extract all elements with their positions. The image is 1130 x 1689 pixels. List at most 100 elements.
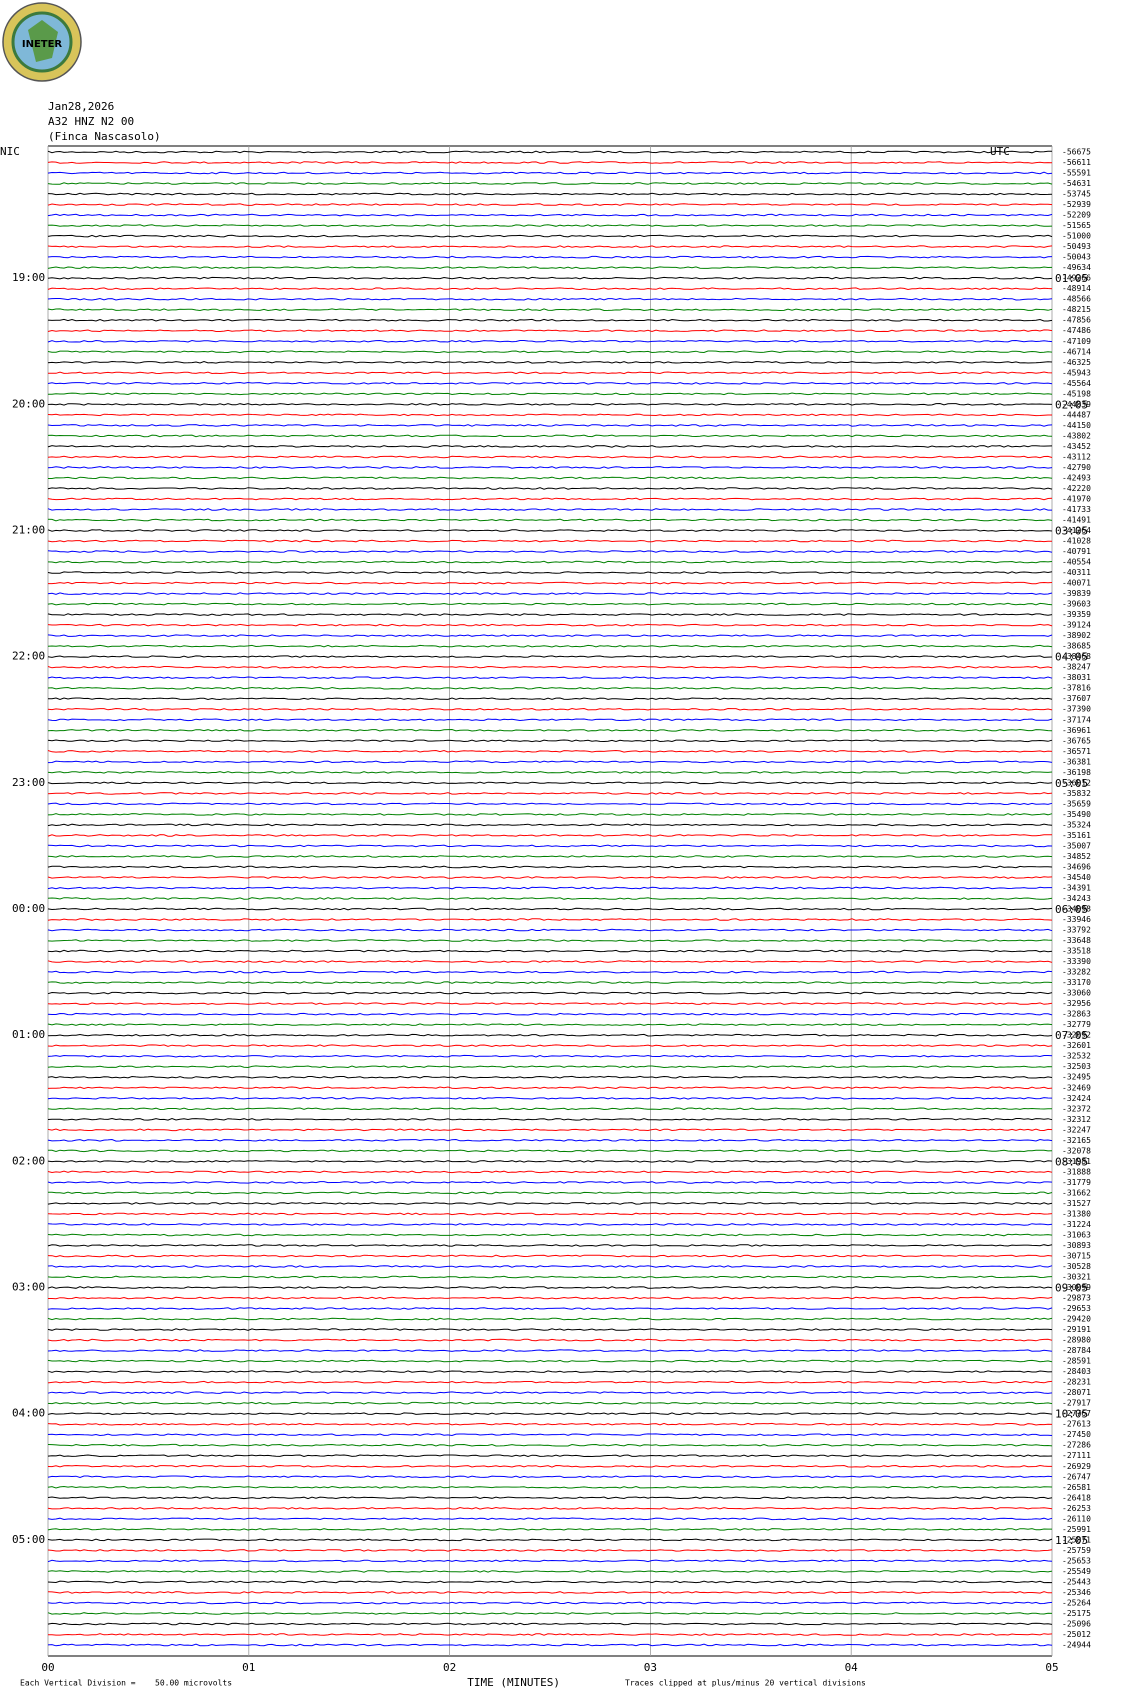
left-zone: NIC — [0, 145, 20, 158]
trace-value: -38031 — [1062, 673, 1091, 682]
trace-value: -33060 — [1062, 989, 1091, 998]
trace — [47, 1517, 1053, 1521]
trace-value: -27111 — [1062, 1451, 1091, 1460]
trace-value: -35832 — [1062, 789, 1091, 798]
trace-value: -49634 — [1062, 263, 1091, 272]
trace-value: -25759 — [1062, 1546, 1091, 1555]
right-hour: 09:05 — [1055, 1282, 1088, 1295]
trace-value: -34852 — [1062, 852, 1091, 861]
trace — [47, 1054, 1053, 1058]
trace-value: -26418 — [1062, 1493, 1091, 1502]
trace — [47, 876, 1053, 879]
trace — [47, 402, 1053, 406]
logo: INETER — [2, 2, 82, 82]
trace — [47, 381, 1053, 385]
right-hour: 06:05 — [1055, 903, 1088, 916]
scale-note: Each Vertical Division = — [20, 1679, 136, 1688]
trace — [47, 918, 1053, 921]
trace — [47, 234, 1053, 238]
right-hour: 11:05 — [1055, 1534, 1088, 1547]
trace — [47, 571, 1053, 574]
trace-value: -28980 — [1062, 1336, 1091, 1345]
trace — [47, 1559, 1053, 1563]
trace — [47, 245, 1053, 248]
trace-value: -30893 — [1062, 1241, 1091, 1250]
trace-value: -32532 — [1062, 1052, 1091, 1061]
trace-value: -34391 — [1062, 883, 1091, 892]
trace-value: -39603 — [1062, 600, 1091, 609]
trace — [47, 171, 1053, 175]
trace — [47, 792, 1053, 795]
trace — [48, 581, 1053, 585]
site: (Finca Nascasolo) — [48, 130, 161, 143]
trace — [47, 434, 1053, 438]
trace-value: -44839 — [1062, 400, 1091, 409]
trace-value: -36198 — [1062, 768, 1091, 777]
trace-value: -32503 — [1062, 1062, 1091, 1071]
trace-value: -29653 — [1062, 1304, 1091, 1313]
trace-value: -56611 — [1062, 158, 1091, 167]
trace-value: -35161 — [1062, 831, 1091, 840]
trace — [47, 1233, 1053, 1237]
trace-value: -27917 — [1062, 1399, 1091, 1408]
trace — [47, 686, 1053, 690]
trace — [47, 1433, 1053, 1437]
trace — [47, 308, 1053, 312]
x-tick-label: 02 — [443, 1661, 456, 1674]
trace-value: -32956 — [1062, 999, 1091, 1008]
trace-value: -25991 — [1062, 1525, 1091, 1534]
trace — [47, 1380, 1053, 1384]
trace — [47, 1275, 1053, 1279]
trace-value: -32692 — [1062, 1031, 1091, 1040]
trace — [47, 413, 1052, 417]
trace — [47, 865, 1053, 869]
trace-value: -55591 — [1062, 169, 1091, 178]
right-hour: 04:05 — [1055, 651, 1088, 664]
trace-value: -43452 — [1062, 442, 1091, 451]
trace-value: -44487 — [1062, 410, 1091, 419]
trace-value: -35324 — [1062, 820, 1091, 829]
trace — [47, 1223, 1053, 1226]
trace-value: -45943 — [1062, 368, 1091, 377]
trace-value: -26110 — [1062, 1514, 1091, 1523]
left-hour: 20:00 — [12, 397, 45, 410]
left-hour: 02:00 — [12, 1154, 45, 1167]
trace — [47, 739, 1053, 743]
trace — [47, 1422, 1053, 1426]
trace-value: -32165 — [1062, 1136, 1091, 1145]
trace-value: -35659 — [1062, 799, 1091, 808]
trace — [47, 203, 1053, 206]
trace-value: -40311 — [1062, 568, 1091, 577]
trace — [47, 1096, 1053, 1100]
trace-value: -36381 — [1062, 757, 1091, 766]
trace — [47, 255, 1053, 259]
trace — [47, 613, 1053, 616]
trace — [48, 392, 1053, 396]
trace — [47, 1086, 1053, 1090]
trace-value: -42790 — [1062, 463, 1091, 472]
trace — [47, 1475, 1053, 1479]
trace-value: -49266 — [1062, 274, 1091, 283]
trace-value: -45198 — [1062, 389, 1091, 398]
trace — [47, 939, 1053, 942]
trace-value: -45564 — [1062, 379, 1091, 388]
x-tick-label: 05 — [1045, 1661, 1058, 1674]
trace — [47, 1528, 1052, 1531]
trace-value: -25175 — [1062, 1609, 1091, 1618]
trace-value: -34540 — [1062, 873, 1091, 882]
trace — [47, 813, 1053, 816]
x-axis-label: TIME (MINUTES) — [467, 1676, 560, 1689]
trace — [47, 1265, 1053, 1268]
trace-value: -38468 — [1062, 652, 1091, 661]
trace-value: -25653 — [1062, 1556, 1091, 1565]
right-hour: 10:05 — [1055, 1408, 1088, 1421]
trace-value: -32424 — [1062, 1094, 1091, 1103]
trace-value: -26929 — [1062, 1462, 1091, 1471]
left-hour: 23:00 — [12, 776, 45, 789]
trace — [47, 760, 1053, 764]
trace — [47, 1107, 1053, 1111]
trace-value: -31063 — [1062, 1230, 1091, 1239]
trace-value: -51565 — [1062, 221, 1091, 230]
trace-value: -32312 — [1062, 1115, 1091, 1124]
trace-value: -32247 — [1062, 1125, 1091, 1134]
